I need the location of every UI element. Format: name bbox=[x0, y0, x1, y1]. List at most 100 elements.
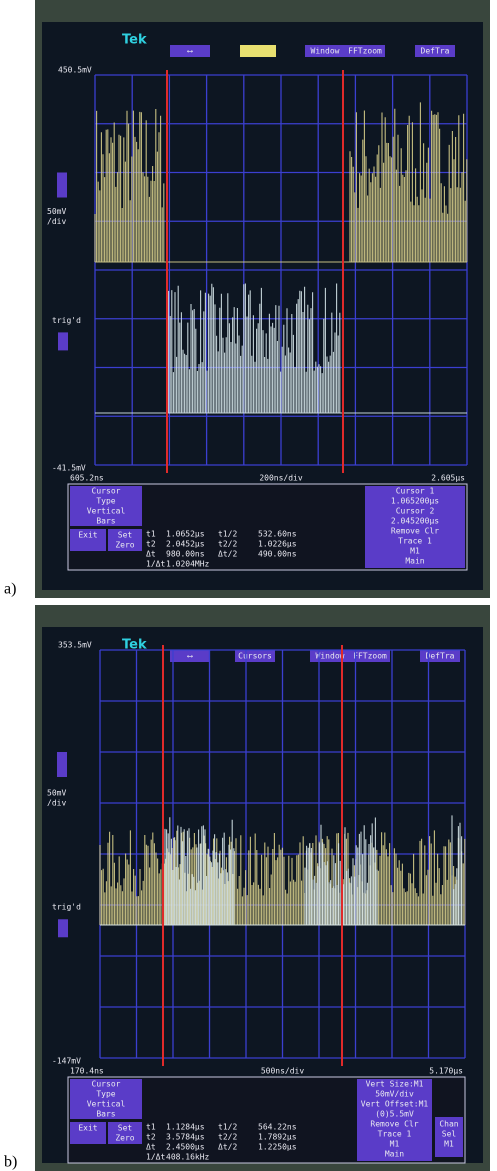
left-menu-label: Cursor bbox=[92, 487, 121, 496]
left-menu-label: Type bbox=[96, 497, 115, 506]
readout: t1 bbox=[146, 1123, 156, 1132]
menu-side bbox=[357, 1079, 432, 1161]
left-menu-label: Cursor bbox=[92, 1080, 121, 1089]
right-menu-label: Cursor 1 bbox=[396, 487, 435, 496]
readout: 564.22ns bbox=[258, 1123, 297, 1132]
button bbox=[70, 1122, 106, 1144]
readout: 490.00ns bbox=[258, 550, 297, 559]
button bbox=[70, 529, 106, 551]
button bbox=[108, 1122, 142, 1144]
timebase: 200ns/div bbox=[259, 474, 303, 483]
menu-label: Window bbox=[316, 652, 345, 661]
menu-label: Cursors bbox=[238, 652, 272, 661]
readout: 1/Δt bbox=[146, 1153, 165, 1162]
menu-button bbox=[310, 650, 350, 662]
time-left: 170.4ns bbox=[70, 1067, 104, 1076]
readout: t2 bbox=[146, 540, 156, 549]
menu-side bbox=[70, 486, 142, 526]
waveform bbox=[94, 102, 468, 263]
menu-label: DefTra bbox=[421, 47, 450, 56]
button-label: Set bbox=[118, 1124, 133, 1133]
right-menu-label: Vert Offset:M1 bbox=[361, 1100, 429, 1109]
scale-label: 50mV bbox=[47, 788, 66, 797]
readout: 980.00ns bbox=[166, 550, 205, 559]
button-label: Exit bbox=[78, 1124, 97, 1133]
right-menu-label: M1 bbox=[444, 1140, 454, 1149]
time-right: 2.605μs bbox=[431, 474, 465, 483]
menu-button bbox=[345, 45, 385, 57]
readout: Δt/2 bbox=[218, 1143, 237, 1152]
left-menu-label: Bars bbox=[96, 1110, 115, 1119]
menu-label: ⟷ bbox=[187, 47, 194, 56]
left-menu-label: Type bbox=[96, 1090, 115, 1099]
right-menu-label: Trace 1 bbox=[378, 1130, 412, 1139]
waveform bbox=[100, 815, 465, 926]
right-menu-label: M1 bbox=[390, 1140, 400, 1149]
menu-side bbox=[70, 1079, 142, 1119]
readout: 1.0226μs bbox=[258, 540, 297, 549]
right-menu-label: 2.045200μs bbox=[391, 517, 439, 526]
readout: 1.0652μs bbox=[166, 530, 205, 539]
button-label: Exit bbox=[78, 531, 97, 540]
waveform bbox=[95, 283, 467, 414]
bottom-label: -41.5mV bbox=[52, 464, 86, 473]
right-menu-label: Main bbox=[385, 1150, 404, 1159]
readout: 2.4500μs bbox=[166, 1143, 205, 1152]
trig-label: trig'd bbox=[52, 316, 81, 325]
button bbox=[108, 529, 142, 551]
timebase: 500ns/div bbox=[261, 1067, 305, 1076]
menu-button bbox=[350, 650, 390, 662]
menu-button bbox=[235, 650, 275, 662]
readout: t1/2 bbox=[218, 1123, 237, 1132]
trig-icon bbox=[58, 332, 68, 351]
readout: 408.16kHz bbox=[166, 1153, 210, 1162]
panel-label: a) bbox=[4, 581, 16, 598]
menu-side bbox=[435, 1117, 463, 1157]
scale-icon bbox=[57, 172, 67, 198]
readout: t2 bbox=[146, 1133, 156, 1142]
trig-label: trig'd bbox=[52, 903, 81, 912]
button-label: Zero bbox=[115, 541, 134, 550]
readout: 1/Δt bbox=[146, 560, 165, 569]
right-menu-label: M1 bbox=[410, 547, 420, 556]
brand: Tek bbox=[122, 638, 147, 653]
left-menu-label: Bars bbox=[96, 517, 115, 526]
button-label: Zero bbox=[115, 1134, 134, 1143]
menu-side bbox=[365, 486, 465, 568]
menu-label: ⟷ bbox=[187, 652, 194, 661]
right-menu-label: Remove Clr bbox=[391, 527, 439, 536]
readout: t1/2 bbox=[218, 530, 237, 539]
readout: 1.7892μs bbox=[258, 1133, 297, 1142]
right-menu-label: Remove Clr bbox=[370, 1120, 418, 1129]
menu-button bbox=[305, 45, 345, 57]
menu-button bbox=[415, 45, 455, 57]
right-menu-label: Sel bbox=[442, 1130, 457, 1139]
readout: 1.1284μs bbox=[166, 1123, 205, 1132]
top-label: 353.5mV bbox=[58, 641, 92, 650]
top-label: 450.5mV bbox=[58, 66, 92, 75]
menu-label: FFTzoom bbox=[353, 652, 387, 661]
readout: 532.60ns bbox=[258, 530, 297, 539]
right-menu-label: Vert Size:M1 bbox=[366, 1080, 424, 1089]
time-left: 605.2ns bbox=[70, 474, 104, 483]
brand: Tek bbox=[122, 33, 147, 48]
right-menu-label: (0)5.5mV bbox=[375, 1110, 414, 1119]
menu-button bbox=[170, 45, 210, 57]
left-menu-label: Vertical bbox=[87, 1100, 126, 1109]
readout: 1.0204MHz bbox=[166, 560, 210, 569]
readout: 1.2250μs bbox=[258, 1143, 297, 1152]
right-menu-label: Main bbox=[405, 557, 424, 566]
readout: t2/2 bbox=[218, 540, 237, 549]
button-label: Set bbox=[118, 531, 133, 540]
readout: 2.0452μs bbox=[166, 540, 205, 549]
right-menu-label: 1.065200μs bbox=[391, 497, 439, 506]
right-menu-label: Cursor 2 bbox=[396, 507, 435, 516]
trig-icon bbox=[58, 919, 68, 938]
scale-label: /div bbox=[47, 217, 66, 226]
readout: Δt bbox=[146, 550, 156, 559]
panel-label: b) bbox=[4, 1154, 17, 1171]
readout: 3.5784μs bbox=[166, 1133, 205, 1142]
left-menu-label: Vertical bbox=[87, 507, 126, 516]
scale-icon bbox=[57, 752, 67, 777]
